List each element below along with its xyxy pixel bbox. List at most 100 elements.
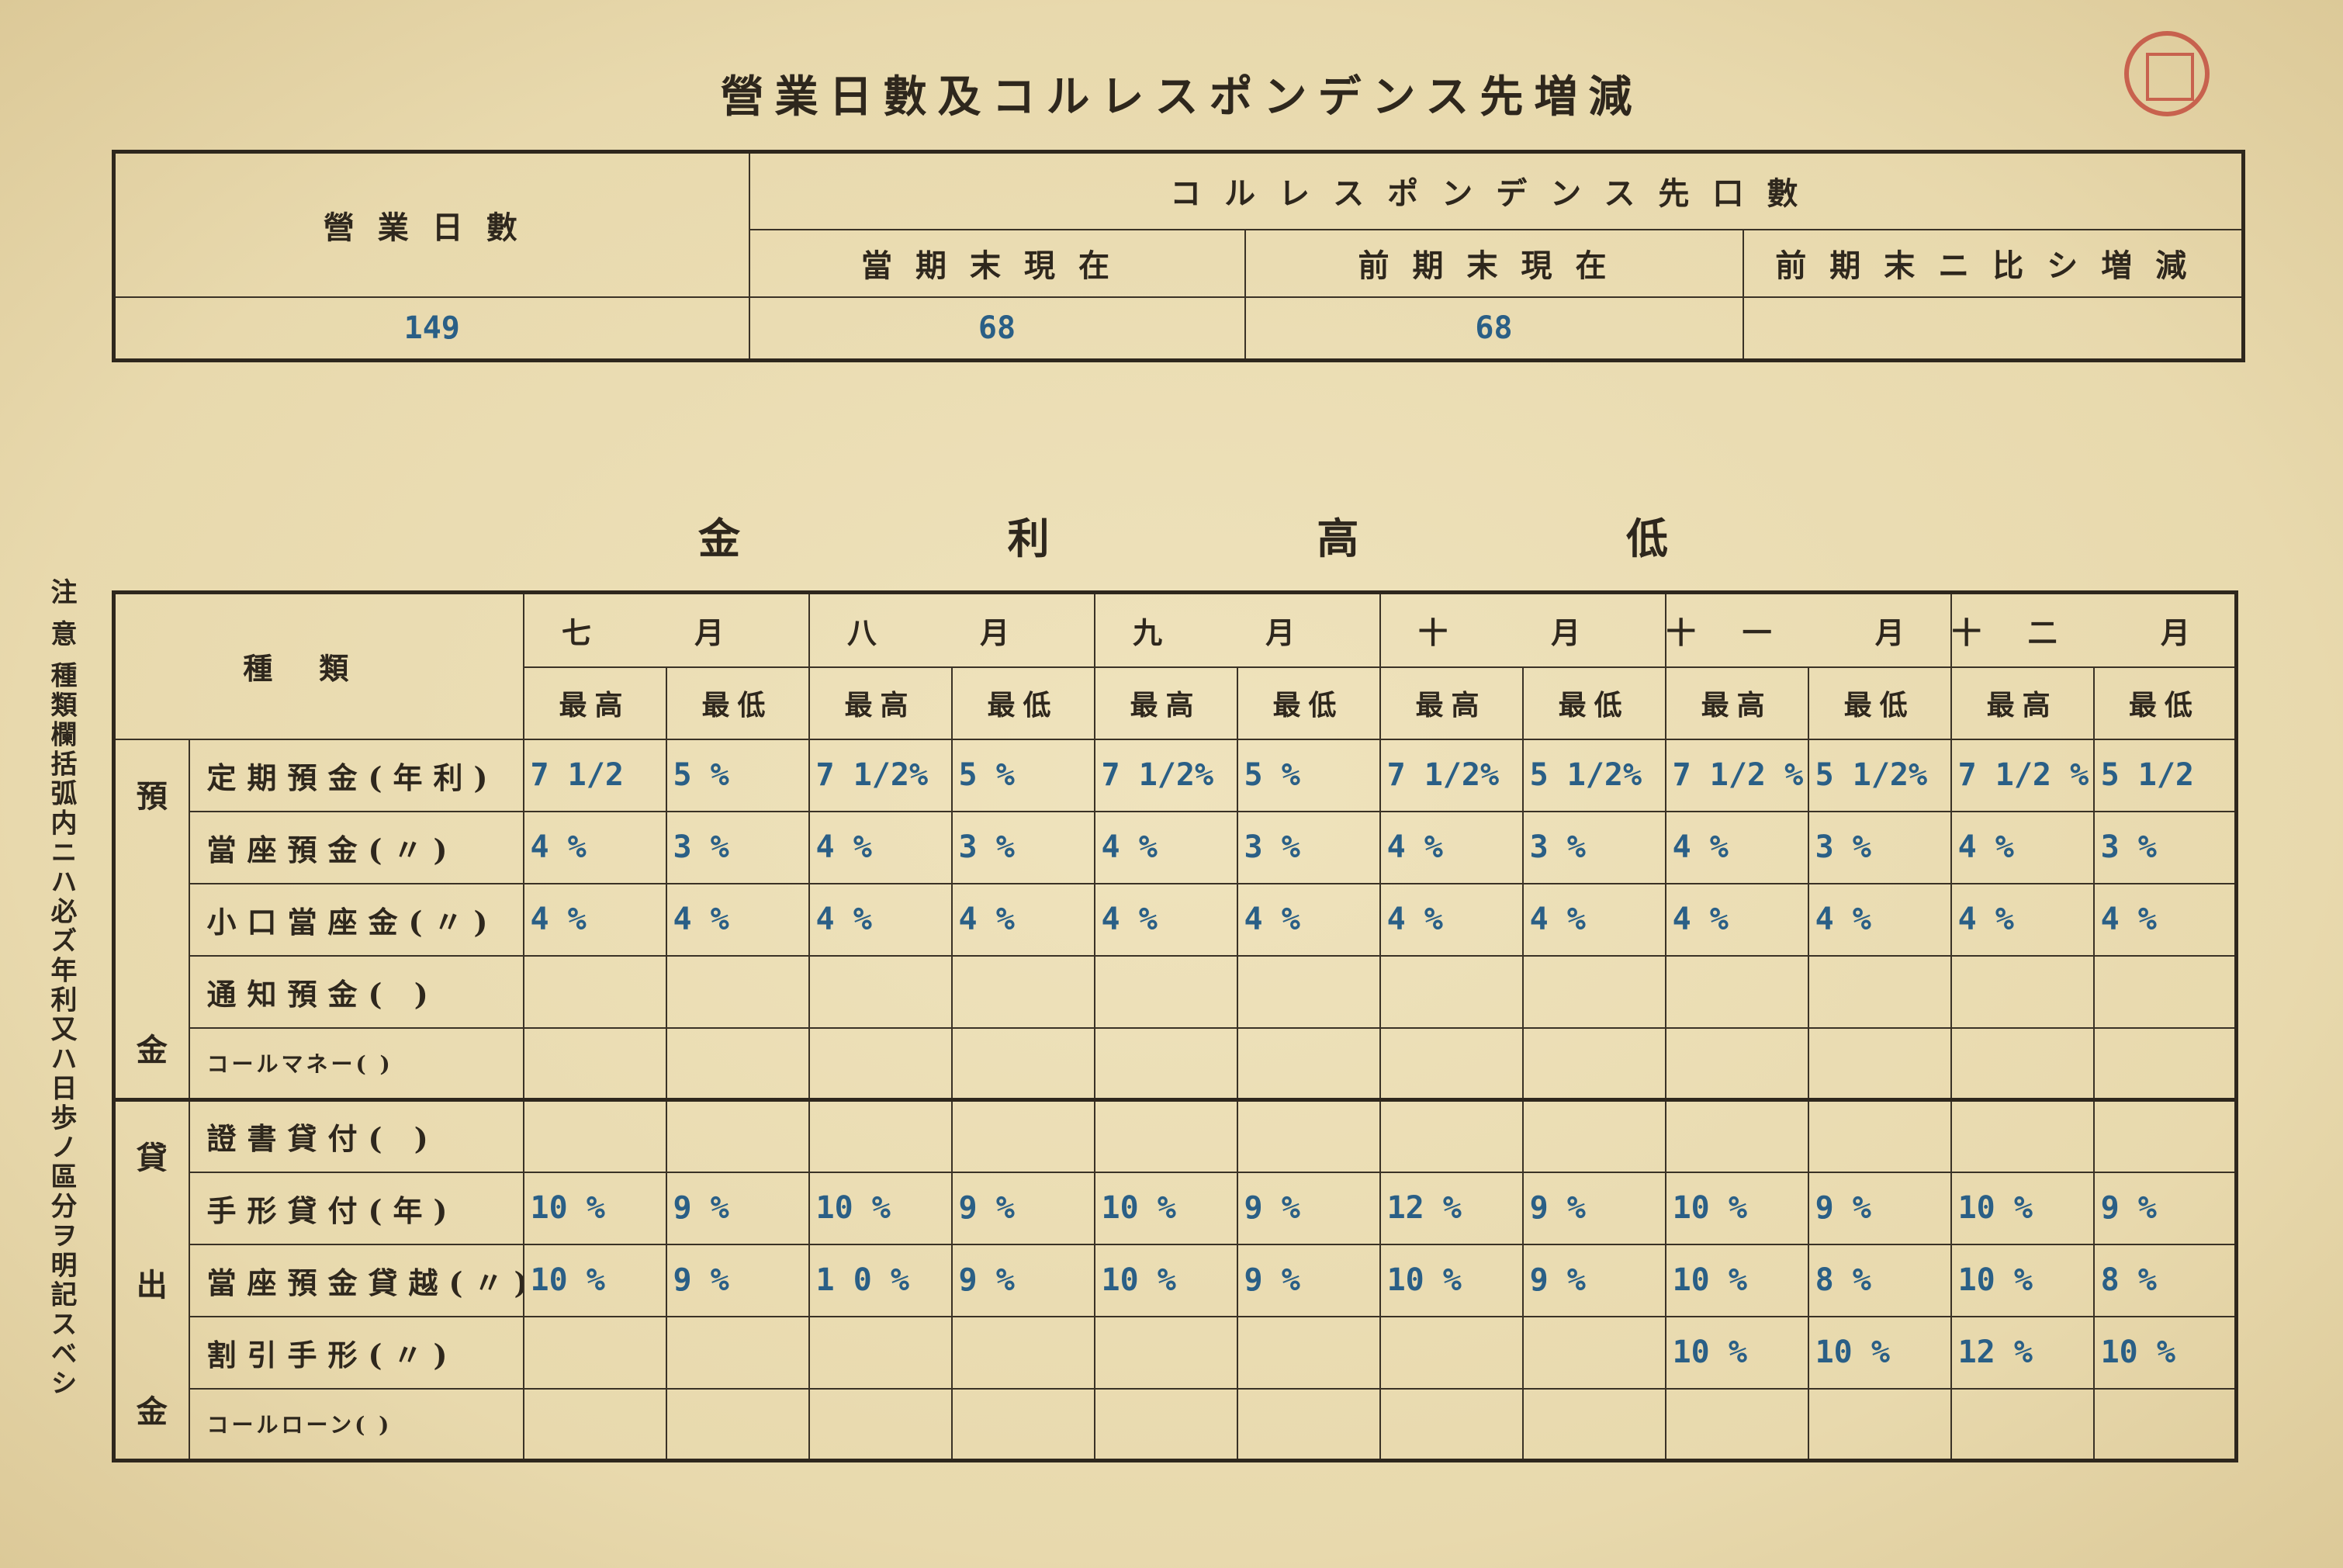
low-rate-cell [665, 1026, 810, 1101]
high-rate-cell: 7 1/2 % [1664, 738, 1809, 812]
low-rate-cell [1521, 1315, 1666, 1390]
low-rate-cell [1521, 1026, 1666, 1101]
row-label: 定期預金(年利) [188, 738, 524, 812]
high-rate-cell: 4 % [1379, 882, 1524, 957]
high-rate-cell: 12 % [1950, 1315, 2095, 1390]
month-header: 八 月 [808, 591, 1095, 668]
high-rate-cell [1093, 954, 1238, 1029]
low-rate-cell [1236, 1387, 1381, 1462]
high-rate-cell: 4 % [1950, 882, 2095, 957]
high-rate-cell [1950, 1387, 2095, 1462]
low-rate-cell: 5 1/2% [1521, 738, 1666, 812]
row-label: 割引手形(〃) [188, 1315, 524, 1390]
month-header: 十二 月 [1950, 591, 2237, 668]
high-rate-cell: 10 % [1950, 1171, 2095, 1245]
correspondents-header: コルレスポンデンス先口數 [748, 151, 2244, 230]
low-rate-cell [1521, 954, 1666, 1029]
high-rate-cell: 10 % [1664, 1315, 1809, 1390]
low-rate-cell: 5 1/2 [2092, 738, 2237, 812]
high-rate-cell [1379, 954, 1524, 1029]
low-rate-cell [2092, 1387, 2237, 1462]
high-rate-cell: 10 % [522, 1171, 667, 1245]
low-rate-cell [950, 954, 1095, 1029]
low-rate-cell [665, 954, 810, 1029]
high-rate-cell [1379, 1026, 1524, 1101]
high-rate-cell: 7 1/2 % [1950, 738, 2095, 812]
low-rate-cell: 9 % [950, 1243, 1095, 1317]
high-rate-cell [522, 1387, 667, 1462]
high-rate-cell: 10 % [522, 1243, 667, 1317]
group-label: 預金 [112, 738, 190, 1101]
low-rate-cell: 10 % [1807, 1315, 1952, 1390]
low-rate-cell [1236, 954, 1381, 1029]
row-label: 證書貸付( ) [188, 1098, 524, 1173]
low-header: 最低 [665, 666, 810, 740]
table-row: 預金定期預金(年利) 7 1/2 5 % 7 1/2% 5 % 7 1/2% 5 % 7 1/… [112, 738, 2237, 1101]
high-rate-cell: 1 0 % [808, 1243, 953, 1317]
high-rate-cell: 12 % [1379, 1171, 1524, 1245]
row-label: 手形貸付(年) [188, 1171, 524, 1245]
high-rate-cell [1379, 1315, 1524, 1390]
high-rate-cell [808, 1098, 953, 1173]
high-rate-cell [522, 1098, 667, 1173]
high-rate-cell [1664, 1026, 1809, 1101]
business-days-label: 營業日數 [112, 151, 750, 298]
high-rate-cell: 4 % [1093, 810, 1238, 884]
low-rate-cell: 9 % [1521, 1171, 1666, 1245]
change-count [1742, 296, 2244, 362]
low-rate-cell [1236, 1315, 1381, 1390]
interest-rates-table: 種類七 月八 月九 月十 月十一 月十二 月最高 最低 最高 最低 最高 最低 最高 最低 最高… [112, 590, 2239, 1462]
low-rate-cell: 10 % [2092, 1315, 2237, 1390]
rates-title-char: 金 [698, 514, 740, 563]
high-rate-cell [808, 1315, 953, 1390]
low-rate-cell [2092, 954, 2237, 1029]
high-rate-cell [808, 954, 953, 1029]
row-label: 當座預金貸越(〃) [188, 1243, 524, 1317]
low-rate-cell: 8 % [2092, 1243, 2237, 1317]
high-rate-cell [522, 1026, 667, 1101]
red-seal-stamp [2124, 31, 2210, 116]
rates-title-char: 低 [1625, 514, 1668, 563]
high-rate-cell [808, 1387, 953, 1462]
high-header: 最高 [1950, 666, 2095, 740]
low-rate-cell [2092, 1098, 2237, 1173]
high-rate-cell: 10 % [1379, 1243, 1524, 1317]
previous-count: 68 [1244, 296, 1744, 362]
high-header: 最高 [1379, 666, 1524, 740]
high-rate-cell [1950, 1098, 2095, 1173]
low-rate-cell [950, 1387, 1095, 1462]
low-rate-cell [665, 1387, 810, 1462]
high-rate-cell: 4 % [808, 882, 953, 957]
high-rate-cell: 7 1/2% [1093, 738, 1238, 812]
low-header: 最低 [1236, 666, 1381, 740]
table-row: コールローン( ) [114, 1387, 2237, 1462]
low-header: 最低 [950, 666, 1095, 740]
high-rate-cell: 4 % [1664, 882, 1809, 957]
low-rate-cell [1807, 1098, 1952, 1173]
low-rate-cell: 9 % [1236, 1171, 1381, 1245]
row-label: コールマネー( ) [188, 1026, 524, 1101]
high-rate-cell [1093, 1026, 1238, 1101]
low-rate-cell: 9 % [1807, 1171, 1952, 1245]
low-rate-cell: 4 % [2092, 882, 2237, 957]
low-rate-cell [950, 1315, 1095, 1390]
group-label-char: 金 [136, 1393, 168, 1430]
low-rate-cell [1807, 1026, 1952, 1101]
low-rate-cell: 4 % [1807, 882, 1952, 957]
low-rate-cell: 4 % [1521, 882, 1666, 957]
low-rate-cell: 3 % [665, 810, 810, 884]
rates-section-title: 金 利 高 低 [698, 504, 1668, 566]
group-label-char: 出 [136, 1266, 168, 1303]
table-row: 通知預金( ) [114, 954, 2237, 1029]
month-header: 十 月 [1379, 591, 1666, 668]
page-title: 營業日數及コルレスポンデンス先増減 [720, 71, 1643, 123]
low-rate-cell [1807, 1387, 1952, 1462]
row-label: 通知預金( ) [188, 954, 524, 1029]
low-rate-cell: 9 % [665, 1243, 810, 1317]
col-previous: 前期末現在 [1244, 228, 1744, 298]
table-row: 手形貸付(年) 10 % 9 % 10 % 9 % 10 % 9 % 12 % 9 % 10 % 9… [114, 1171, 2237, 1245]
high-header: 最高 [1664, 666, 1809, 740]
low-rate-cell: 5 % [1236, 738, 1381, 812]
low-rate-cell [1236, 1098, 1381, 1173]
table-row: コールマネー( ) [114, 1026, 2237, 1101]
